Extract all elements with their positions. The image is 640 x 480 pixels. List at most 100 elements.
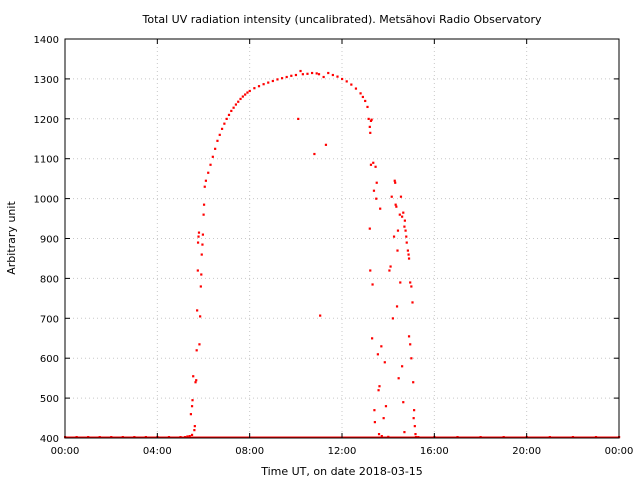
data-point	[280, 77, 284, 80]
data-point	[167, 436, 171, 439]
x-tick-label: 00:00	[605, 446, 634, 457]
data-point	[392, 235, 396, 238]
data-point	[211, 155, 214, 158]
x-tick-label: 08:00	[235, 446, 264, 457]
data-point	[319, 314, 322, 317]
data-point	[404, 229, 407, 232]
data-point	[184, 436, 187, 439]
data-point	[203, 185, 206, 188]
data-point	[412, 381, 415, 384]
data-points	[64, 69, 621, 439]
data-point	[372, 161, 375, 164]
data-point	[276, 78, 279, 81]
data-point	[571, 436, 575, 439]
data-point	[370, 118, 373, 121]
y-tick-label: 1100	[34, 155, 59, 166]
y-tick-label: 1000	[34, 195, 59, 206]
y-tick-label: 1200	[34, 115, 59, 126]
data-point	[244, 93, 247, 96]
data-point	[331, 73, 334, 77]
x-tick-label: 04:00	[143, 446, 172, 457]
data-point	[315, 72, 318, 75]
x-axis-label: Time UT, on date 2018-03-15	[260, 465, 423, 478]
data-point	[372, 189, 376, 192]
data-point	[322, 75, 325, 79]
data-point	[196, 241, 200, 244]
data-point	[232, 106, 235, 109]
data-point	[299, 69, 302, 73]
data-point	[373, 421, 376, 424]
data-point	[384, 405, 388, 408]
data-point	[202, 203, 206, 206]
data-point	[87, 436, 90, 439]
data-point	[121, 436, 124, 439]
data-point	[216, 139, 219, 142]
data-point	[393, 179, 396, 182]
data-point	[403, 431, 406, 434]
data-point	[366, 105, 369, 109]
data-point	[382, 417, 385, 420]
data-point	[195, 349, 198, 352]
data-point	[354, 87, 358, 90]
data-point	[502, 436, 505, 439]
data-point	[399, 281, 402, 284]
x-tick-label: 16:00	[420, 446, 449, 457]
data-point	[133, 436, 136, 439]
data-point	[310, 71, 314, 75]
data-point	[396, 249, 399, 252]
data-point	[371, 283, 374, 286]
data-point	[410, 285, 413, 288]
data-point	[196, 309, 199, 312]
data-point	[407, 335, 411, 338]
data-point	[306, 72, 309, 75]
data-point	[257, 85, 261, 88]
data-point	[397, 377, 400, 380]
data-point	[379, 207, 382, 210]
data-point	[405, 241, 408, 244]
data-point	[403, 219, 406, 222]
data-point	[402, 401, 405, 404]
data-point	[456, 436, 459, 439]
data-point	[327, 71, 330, 75]
x-tick-label: 00:00	[51, 446, 80, 457]
axis-ticks	[64, 38, 620, 439]
y-tick-label: 1400	[34, 35, 59, 46]
data-point	[409, 343, 412, 346]
data-point	[253, 87, 256, 90]
data-point	[110, 436, 113, 439]
data-point	[267, 81, 270, 84]
data-point	[395, 205, 398, 208]
data-point	[220, 127, 224, 130]
y-tick-label: 700	[40, 314, 59, 325]
data-point	[190, 433, 194, 437]
data-point	[198, 343, 201, 346]
data-point	[144, 436, 147, 439]
data-point	[201, 243, 204, 246]
data-point	[398, 213, 401, 216]
data-point	[369, 163, 373, 166]
data-point	[402, 211, 405, 214]
data-point	[406, 249, 409, 252]
data-point	[200, 253, 203, 256]
data-point	[369, 269, 372, 272]
data-point	[413, 425, 416, 428]
data-point	[371, 337, 374, 340]
data-point	[248, 89, 251, 93]
data-point	[367, 117, 370, 120]
y-tick-label: 500	[40, 394, 59, 405]
y-tick-label: 800	[40, 274, 59, 285]
data-point	[294, 73, 298, 77]
data-point	[407, 253, 410, 256]
data-point	[594, 436, 598, 439]
data-point	[218, 133, 221, 136]
data-point	[395, 305, 399, 308]
x-tick-label: 12:00	[328, 446, 357, 457]
data-point	[401, 215, 404, 218]
data-point	[199, 315, 202, 318]
data-point	[297, 117, 300, 120]
data-point	[345, 80, 348, 83]
data-point	[195, 379, 198, 382]
data-point	[407, 257, 411, 260]
data-point	[188, 435, 191, 438]
data-point	[201, 233, 205, 236]
